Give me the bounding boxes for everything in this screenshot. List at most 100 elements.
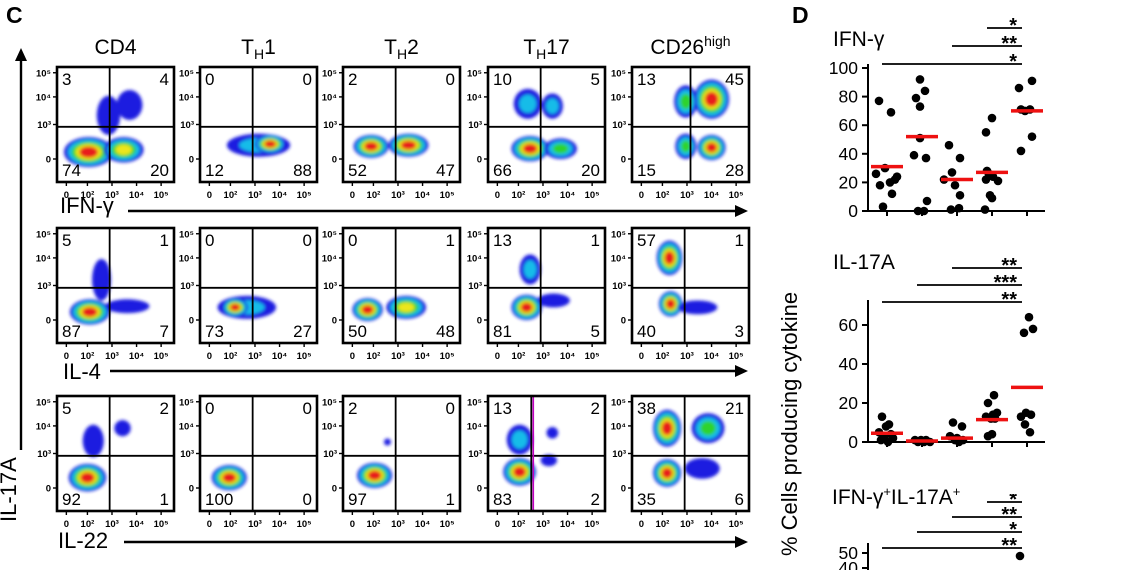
tick-label: 10² — [224, 351, 238, 362]
flow-plot-row3-col4: 10⁵ 10⁴ 10³ 0 0 10² 10³ 10⁴ 10⁵ 13 2 83 2 — [467, 394, 607, 530]
tick-label: 10² — [367, 519, 381, 530]
data-point — [913, 206, 923, 216]
quadrant-percentage: 5 — [591, 322, 600, 341]
quadrant-percentage: 5 — [62, 231, 71, 250]
tick-label: 0 — [207, 190, 212, 201]
tick-label: 40 — [839, 354, 859, 374]
quadrant-percentage: 81 — [493, 322, 512, 341]
flow-column-header: TH17 — [523, 36, 570, 63]
tick-label: 10⁵ — [36, 229, 51, 240]
data-point — [983, 398, 993, 408]
quadrant-percentage: 1 — [160, 490, 169, 509]
tick-label: 10⁵ — [179, 229, 194, 240]
tick-label: 0 — [350, 190, 355, 201]
quadrant-percentage: 1 — [160, 231, 169, 250]
quadrant-percentage: 2 — [348, 70, 357, 89]
tick-label: 10⁴ — [179, 92, 195, 103]
quadrant-percentage: 0 — [205, 231, 214, 250]
flow-plot-row1-col5: 10⁵ 10⁴ 10³ 0 0 10² 10³ 10⁴ 10⁵ 13 45 15 28 — [611, 65, 751, 201]
tick-label: 10⁵ — [467, 68, 482, 79]
tick-label: 10³ — [680, 190, 694, 201]
quadrant-percentage: 20 — [150, 161, 169, 180]
tick-label: 0 — [189, 316, 194, 327]
data-point — [1014, 83, 1024, 93]
data-point — [1026, 410, 1036, 419]
panel-c-label: C — [6, 2, 23, 28]
tick-label: 10⁵ — [322, 68, 337, 79]
tick-label: 10² — [367, 190, 381, 201]
data-point — [954, 203, 964, 213]
tick-label: 10⁴ — [129, 190, 145, 201]
significance-asterisks: * — [1009, 494, 1017, 511]
tick-label: 0 — [332, 155, 337, 166]
tick-label: 10³ — [468, 281, 482, 292]
significance-asterisks: * — [1009, 519, 1017, 541]
data-point — [981, 175, 991, 184]
data-point — [1020, 420, 1030, 429]
tick-label: 10² — [224, 519, 238, 530]
data-point — [946, 205, 956, 214]
tick-label: 0 — [207, 351, 212, 362]
tick-label: 10³ — [180, 449, 194, 460]
tick-label: 0 — [332, 316, 337, 327]
data-point — [944, 140, 954, 150]
quadrant-percentage: 0 — [303, 490, 312, 509]
quadrant-percentage: 92 — [62, 490, 81, 509]
tick-label: 10² — [81, 351, 95, 362]
quadrant-percentage: 87 — [62, 322, 81, 341]
data-point — [955, 153, 965, 163]
flow-column-header: TH2 — [384, 36, 419, 63]
tick-label: 10³ — [468, 120, 482, 131]
tick-label: 10² — [512, 519, 526, 530]
tick-label: 10⁴ — [322, 421, 338, 432]
tick-label: 10³ — [323, 281, 337, 292]
data-point — [877, 412, 887, 421]
tick-label: 10⁴ — [611, 92, 627, 103]
tick-label: 40 — [839, 144, 859, 164]
tick-label: 10⁴ — [322, 253, 338, 264]
tick-label: 10⁵ — [729, 190, 744, 201]
density-blobs — [68, 420, 131, 492]
tick-label: 0 — [621, 484, 626, 495]
quadrant-percentage: 2 — [348, 399, 357, 418]
data-point — [883, 437, 893, 447]
tick-label: 10⁵ — [297, 190, 312, 201]
tick-label: 10³ — [536, 351, 550, 362]
x-axis-label-il4: IL-4 — [63, 359, 101, 384]
tick-label: 10² — [367, 351, 381, 362]
tick-label: 10² — [512, 351, 526, 362]
tick-label: 10⁵ — [729, 351, 744, 362]
tick-label: 10⁴ — [415, 351, 431, 362]
data-point — [1016, 412, 1026, 421]
tick-label: 0 — [495, 351, 500, 362]
data-point — [980, 205, 990, 214]
density-blobs — [503, 424, 559, 486]
data-point — [878, 202, 888, 212]
tick-label: 10³ — [248, 351, 262, 362]
tick-label: 0 — [495, 190, 500, 201]
flow-plot-row3-col5: 10⁵ 10⁴ 10³ 0 0 10² 10³ 10⁴ 10⁵ 38 21 35 6 — [611, 394, 751, 530]
data-point — [885, 178, 895, 187]
flow-column-header: CD4 — [94, 36, 137, 59]
quadrant-percentage: 13 — [493, 399, 512, 418]
density-blobs — [511, 254, 570, 320]
density-blobs — [656, 240, 718, 317]
tick-label: 10⁵ — [154, 351, 169, 362]
data-point — [955, 190, 965, 200]
tick-label: 10⁴ — [560, 519, 576, 530]
data-point — [950, 180, 960, 190]
quadrant-percentage: 4 — [160, 70, 169, 89]
density-blobs — [217, 295, 277, 319]
tick-label: 0 — [350, 519, 355, 530]
quadrant-percentage: 0 — [205, 399, 214, 418]
data-point — [1015, 551, 1025, 561]
flow-plot-row2-col4: 10⁵ 10⁴ 10³ 0 0 10² 10³ 10⁴ 10⁵ 13 1 81 5 — [467, 226, 607, 362]
title-part: IL-17A — [890, 486, 953, 509]
tick-label: 10⁴ — [36, 253, 52, 264]
tick-label: 0 — [477, 316, 482, 327]
tick-label: 10⁵ — [585, 190, 600, 201]
quadrant-percentage: 0 — [446, 399, 455, 418]
tick-label: 10⁵ — [585, 519, 600, 530]
